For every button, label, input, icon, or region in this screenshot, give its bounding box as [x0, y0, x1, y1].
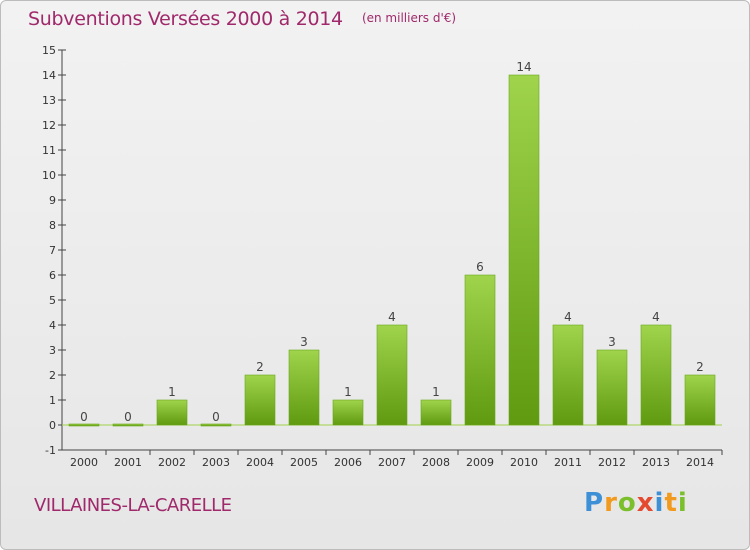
proxiti-logo: Proxiti — [584, 488, 688, 518]
logo-letter: x — [636, 488, 655, 518]
bar — [640, 324, 672, 426]
x-tick-label: 2006 — [334, 456, 362, 469]
y-tick-label: 7 — [49, 244, 56, 257]
x-tick-label: 2011 — [554, 456, 582, 469]
bar-value-label: 0 — [212, 410, 220, 424]
y-tick-label: 2 — [49, 369, 56, 382]
x-tick-label: 2007 — [378, 456, 406, 469]
y-tick-label: 15 — [42, 44, 56, 57]
logo-letter: i — [654, 488, 665, 518]
x-tick-label: 2003 — [202, 456, 230, 469]
x-tick-label: 2004 — [246, 456, 274, 469]
bar-value-label: 0 — [80, 410, 88, 424]
x-tick-label: 2009 — [466, 456, 494, 469]
bar-value-label: 1 — [168, 385, 176, 399]
y-tick-label: 14 — [42, 69, 56, 82]
bar — [68, 423, 100, 427]
bar — [596, 349, 628, 426]
logo-letter: P — [584, 488, 605, 518]
chart-header: Subventions Versées 2000 à 2014 (en mill… — [28, 8, 456, 30]
bar — [684, 374, 716, 426]
y-tick-label: 12 — [42, 119, 56, 132]
y-tick-label: 13 — [42, 94, 56, 107]
y-tick-label: 4 — [49, 319, 56, 332]
bar-value-label: 4 — [388, 310, 396, 324]
chart-title: Subventions Versées 2000 à 2014 — [28, 8, 343, 30]
y-tick-label: 6 — [49, 269, 56, 282]
bar — [552, 324, 584, 426]
logo-letter: r — [604, 488, 618, 518]
logo-letter: i — [677, 488, 688, 518]
bar-value-label: 14 — [516, 60, 531, 74]
bar-value-label: 1 — [344, 385, 352, 399]
bar — [288, 349, 320, 426]
bar — [244, 374, 276, 426]
logo-letter: t — [664, 488, 678, 518]
x-tick-label: 2014 — [686, 456, 714, 469]
bar-value-label: 0 — [124, 410, 132, 424]
bar — [156, 399, 188, 426]
bar — [464, 274, 496, 426]
bar — [508, 74, 540, 426]
x-tick-label: 2005 — [290, 456, 318, 469]
y-tick-label: 5 — [49, 294, 56, 307]
x-tick-label: 2008 — [422, 456, 450, 469]
x-tick-label: 2002 — [158, 456, 186, 469]
bar-value-label: 3 — [608, 335, 616, 349]
logo-letter: o — [617, 488, 637, 518]
bar — [112, 423, 144, 427]
x-tick-label: 2000 — [70, 456, 98, 469]
y-tick-label: 8 — [49, 219, 56, 232]
bar — [332, 399, 364, 426]
x-tick-label: 2001 — [114, 456, 142, 469]
y-tick-label: 0 — [49, 419, 56, 432]
bar-value-label: 6 — [476, 260, 484, 274]
bar-value-label: 1 — [432, 385, 440, 399]
x-tick-label: 2010 — [510, 456, 538, 469]
commune-name: VILLAINES-LA-CARELLE — [34, 495, 232, 516]
bar — [420, 399, 452, 426]
bar-value-label: 4 — [652, 310, 660, 324]
y-tick-label: 1 — [49, 394, 56, 407]
bar — [200, 423, 232, 427]
chart-subtitle: (en milliers d'€) — [361, 11, 457, 25]
bar-value-label: 2 — [696, 360, 704, 374]
y-tick-label: 11 — [42, 144, 56, 157]
x-tick-label: 2013 — [642, 456, 670, 469]
y-tick-label: 9 — [49, 194, 56, 207]
y-tick-label: -1 — [45, 444, 56, 457]
bar — [376, 324, 408, 426]
bar-value-label: 4 — [564, 310, 572, 324]
bar-value-label: 3 — [300, 335, 308, 349]
y-tick-label: 3 — [49, 344, 56, 357]
x-tick-label: 2012 — [598, 456, 626, 469]
y-tick-label: 10 — [42, 169, 56, 182]
bar-value-label: 2 — [256, 360, 264, 374]
